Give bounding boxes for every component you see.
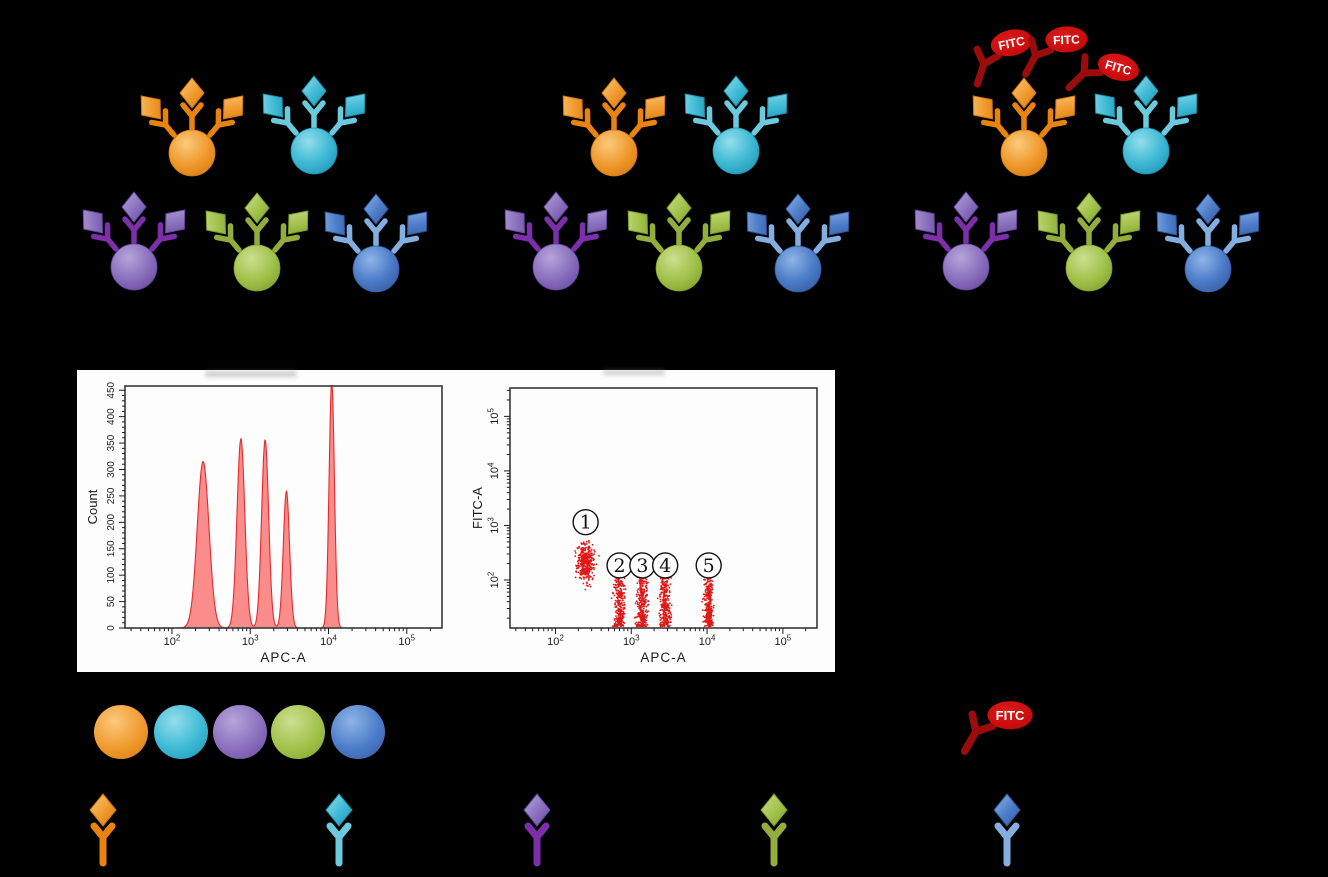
svg-text:4: 4 (659, 555, 671, 577)
legend-bead-cyan (154, 705, 208, 759)
legend-antibody-orange (89, 793, 117, 867)
fitc-antibody-icon: FITC (1022, 26, 1088, 78)
legend-area: FITC (0, 672, 1328, 877)
svg-text:5: 5 (703, 555, 715, 577)
histogram-ylabel: Count (85, 489, 100, 524)
scatter-plot: 102 103 104 105 102 103 104 105 12 3 4 5 APC-A FITC-A (470, 387, 818, 665)
svg-text:102: 102 (164, 634, 181, 649)
bead-cluster-purple (914, 191, 1018, 291)
legend-bead-orange (94, 705, 148, 759)
legend-antibody-purple (523, 793, 551, 867)
bead-cluster-orange (972, 77, 1076, 177)
svg-text:104: 104 (320, 634, 337, 649)
fitc-antibody-icon: FITC (1065, 53, 1139, 92)
flow-plots-panel: 102 103 104 105 0 50 100 150 200 250 300 350 400 450 A… (77, 370, 835, 672)
svg-text:2: 2 (613, 555, 625, 577)
svg-text:103: 103 (242, 634, 259, 649)
svg-text:0: 0 (106, 625, 117, 631)
svg-text:350: 350 (106, 434, 117, 451)
legend-antibody-cyan (325, 793, 353, 867)
fitc-antibody-icon: FITC (960, 701, 1033, 755)
bead-cluster-orange (562, 77, 666, 177)
cluster-annotation: 5 (695, 552, 722, 579)
cluster-annotation: 3 (629, 552, 656, 579)
svg-text:102: 102 (547, 634, 564, 649)
fitc-label: FITC (1104, 57, 1134, 78)
bead-cluster-green (1037, 192, 1141, 292)
svg-text:103: 103 (623, 634, 640, 649)
scatter-ylabel: FITC-A (470, 487, 485, 529)
bead-cluster-purple (504, 191, 608, 291)
cluster-annotation: 4 (651, 552, 679, 579)
bead-cluster-blue (324, 193, 428, 293)
bead-cluster-green (205, 192, 309, 292)
svg-text:250: 250 (106, 487, 117, 504)
svg-text:3: 3 (636, 555, 648, 577)
fitc-antibody-icon: FITC (973, 29, 1033, 88)
scatter-xlabel: APC-A (640, 650, 686, 665)
svg-text:105: 105 (398, 634, 415, 649)
svg-text:104: 104 (699, 634, 716, 649)
svg-text:100: 100 (106, 566, 117, 583)
fitc-label: FITC (996, 708, 1025, 723)
faint-plot-title-right (603, 370, 665, 375)
legend-bead-blue (331, 705, 385, 759)
fitc-label: FITC (1053, 32, 1080, 47)
fitc-label: FITC (997, 34, 1026, 53)
svg-text:200: 200 (106, 514, 117, 531)
svg-text:105: 105 (487, 407, 502, 424)
svg-text:104: 104 (487, 462, 502, 479)
bead-cluster-cyan (684, 75, 788, 175)
bead-cluster-green (627, 192, 731, 292)
bead-cluster-blue (1156, 193, 1260, 293)
svg-text:50: 50 (106, 596, 117, 608)
cluster-annotation: 1 (572, 508, 599, 536)
svg-text:103: 103 (487, 517, 502, 534)
bead-cluster-cyan (1094, 75, 1198, 175)
histogram-xlabel: APC-A (260, 650, 306, 665)
scatter-points (574, 533, 715, 628)
bead-cluster-blue (746, 193, 850, 293)
svg-text:102: 102 (487, 571, 502, 588)
svg-text:450: 450 (106, 381, 117, 398)
bead-panels-row: FITC FITC FITC (0, 0, 1328, 340)
histogram-plot: 102 103 104 105 0 50 100 150 200 250 300 350 400 450 A… (85, 381, 443, 665)
legend-antibody-green (760, 793, 788, 867)
svg-text:400: 400 (106, 408, 117, 425)
cluster-annotation: 2 (606, 552, 633, 579)
bead-cluster-orange (140, 77, 244, 177)
bead-cluster-cyan (262, 75, 366, 175)
svg-text:105: 105 (775, 634, 792, 649)
svg-text:150: 150 (106, 540, 117, 557)
legend-bead-green (271, 705, 325, 759)
svg-text:300: 300 (106, 461, 117, 478)
flow-charts-svg: 102 103 104 105 0 50 100 150 200 250 300 350 400 450 A… (85, 381, 818, 665)
faint-plot-title-left (205, 371, 297, 377)
bead-cluster-purple (82, 191, 186, 291)
svg-text:1: 1 (580, 512, 592, 534)
legend-bead-purple (213, 705, 267, 759)
legend-antibody-blue (993, 793, 1021, 867)
